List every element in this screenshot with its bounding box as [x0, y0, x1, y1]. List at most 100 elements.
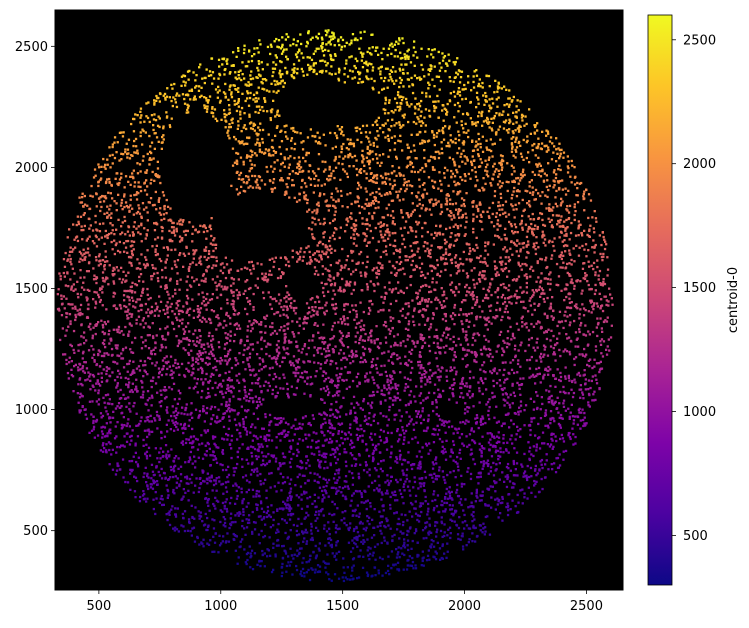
scatter-point: [491, 155, 494, 158]
scatter-point: [478, 201, 482, 204]
scatter-point: [373, 342, 376, 345]
scatter-point: [382, 87, 386, 90]
scatter-point: [544, 330, 548, 333]
scatter-point: [91, 229, 95, 232]
scatter-point: [578, 330, 581, 334]
scatter-point: [521, 198, 524, 202]
scatter-point: [489, 304, 493, 307]
scatter-point: [386, 519, 389, 522]
scatter-point: [369, 52, 372, 55]
scatter-point: [567, 189, 570, 192]
scatter-point: [401, 149, 404, 152]
scatter-point: [334, 481, 337, 484]
scatter-point: [242, 361, 245, 364]
scatter-point: [249, 167, 252, 170]
scatter-point: [188, 477, 192, 481]
scatter-point: [301, 466, 304, 469]
scatter-point: [247, 186, 250, 189]
scatter-point: [537, 276, 540, 279]
scatter-point: [283, 435, 286, 438]
scatter-point: [151, 245, 154, 248]
scatter-point: [419, 377, 422, 380]
scatter-point: [225, 324, 228, 327]
scatter-point: [280, 140, 284, 143]
scatter-point: [270, 187, 273, 191]
scatter-point: [126, 295, 129, 298]
scatter-point: [146, 116, 150, 120]
scatter-point: [310, 67, 313, 70]
scatter-point: [211, 352, 214, 355]
scatter-point: [106, 205, 109, 208]
scatter-point: [373, 467, 377, 470]
scatter-point: [120, 444, 123, 447]
scatter-point: [324, 561, 327, 565]
scatter-point: [142, 498, 145, 501]
scatter-point: [173, 414, 176, 418]
scatter-point: [357, 372, 360, 375]
scatter-point: [448, 526, 452, 529]
scatter-point: [455, 428, 458, 431]
scatter-point: [388, 178, 391, 181]
scatter-point: [293, 335, 296, 338]
scatter-point: [496, 287, 500, 290]
scatter-point: [507, 260, 511, 263]
scatter-point: [162, 125, 165, 128]
scatter-point: [470, 160, 473, 163]
scatter-point: [476, 332, 479, 335]
scatter-point: [262, 517, 265, 520]
scatter-point: [247, 300, 250, 303]
scatter-point: [456, 462, 459, 465]
scatter-point: [278, 72, 281, 75]
scatter-point: [206, 525, 210, 528]
scatter-point: [283, 356, 286, 359]
scatter-point: [216, 416, 219, 420]
scatter-point: [389, 316, 392, 319]
scatter-point: [245, 84, 249, 87]
scatter-point: [443, 501, 446, 504]
scatter-point: [81, 313, 84, 316]
scatter-point: [444, 450, 447, 454]
scatter-point: [140, 240, 143, 243]
scatter-point: [335, 261, 338, 264]
scatter-point: [271, 67, 275, 70]
scatter-point: [461, 521, 464, 524]
scatter-point: [422, 399, 425, 402]
scatter-point: [270, 45, 273, 48]
scatter-point: [507, 467, 510, 470]
scatter-point: [158, 451, 161, 454]
scatter-point: [389, 192, 392, 195]
scatter-point: [257, 455, 260, 458]
scatter-point: [318, 453, 321, 456]
scatter-point: [354, 463, 358, 466]
scatter-point: [289, 529, 292, 532]
scatter-point: [454, 261, 457, 264]
scatter-point: [81, 196, 84, 199]
scatter-point: [418, 214, 422, 218]
scatter-point: [107, 232, 111, 236]
scatter-point: [215, 415, 219, 418]
scatter-point: [443, 531, 446, 534]
scatter-point: [193, 455, 196, 458]
scatter-point: [235, 489, 238, 493]
scatter-point: [400, 513, 403, 516]
scatter-point: [494, 132, 498, 135]
scatter-point: [570, 403, 573, 406]
scatter-point: [95, 235, 98, 239]
scatter-point: [371, 66, 375, 69]
scatter-point: [465, 338, 469, 341]
scatter-point: [534, 434, 537, 437]
scatter-point: [434, 351, 437, 354]
scatter-point: [188, 221, 191, 224]
scatter-point: [547, 217, 550, 220]
scatter-point: [412, 423, 415, 426]
scatter-point: [506, 189, 509, 193]
scatter-point: [475, 91, 479, 94]
scatter-point: [344, 230, 347, 233]
scatter-point: [83, 212, 86, 215]
scatter-point: [209, 318, 212, 321]
scatter-point: [568, 324, 571, 327]
scatter-point: [152, 128, 155, 132]
scatter-point: [307, 30, 310, 33]
scatter-point: [426, 247, 429, 250]
scatter-point: [544, 345, 547, 349]
